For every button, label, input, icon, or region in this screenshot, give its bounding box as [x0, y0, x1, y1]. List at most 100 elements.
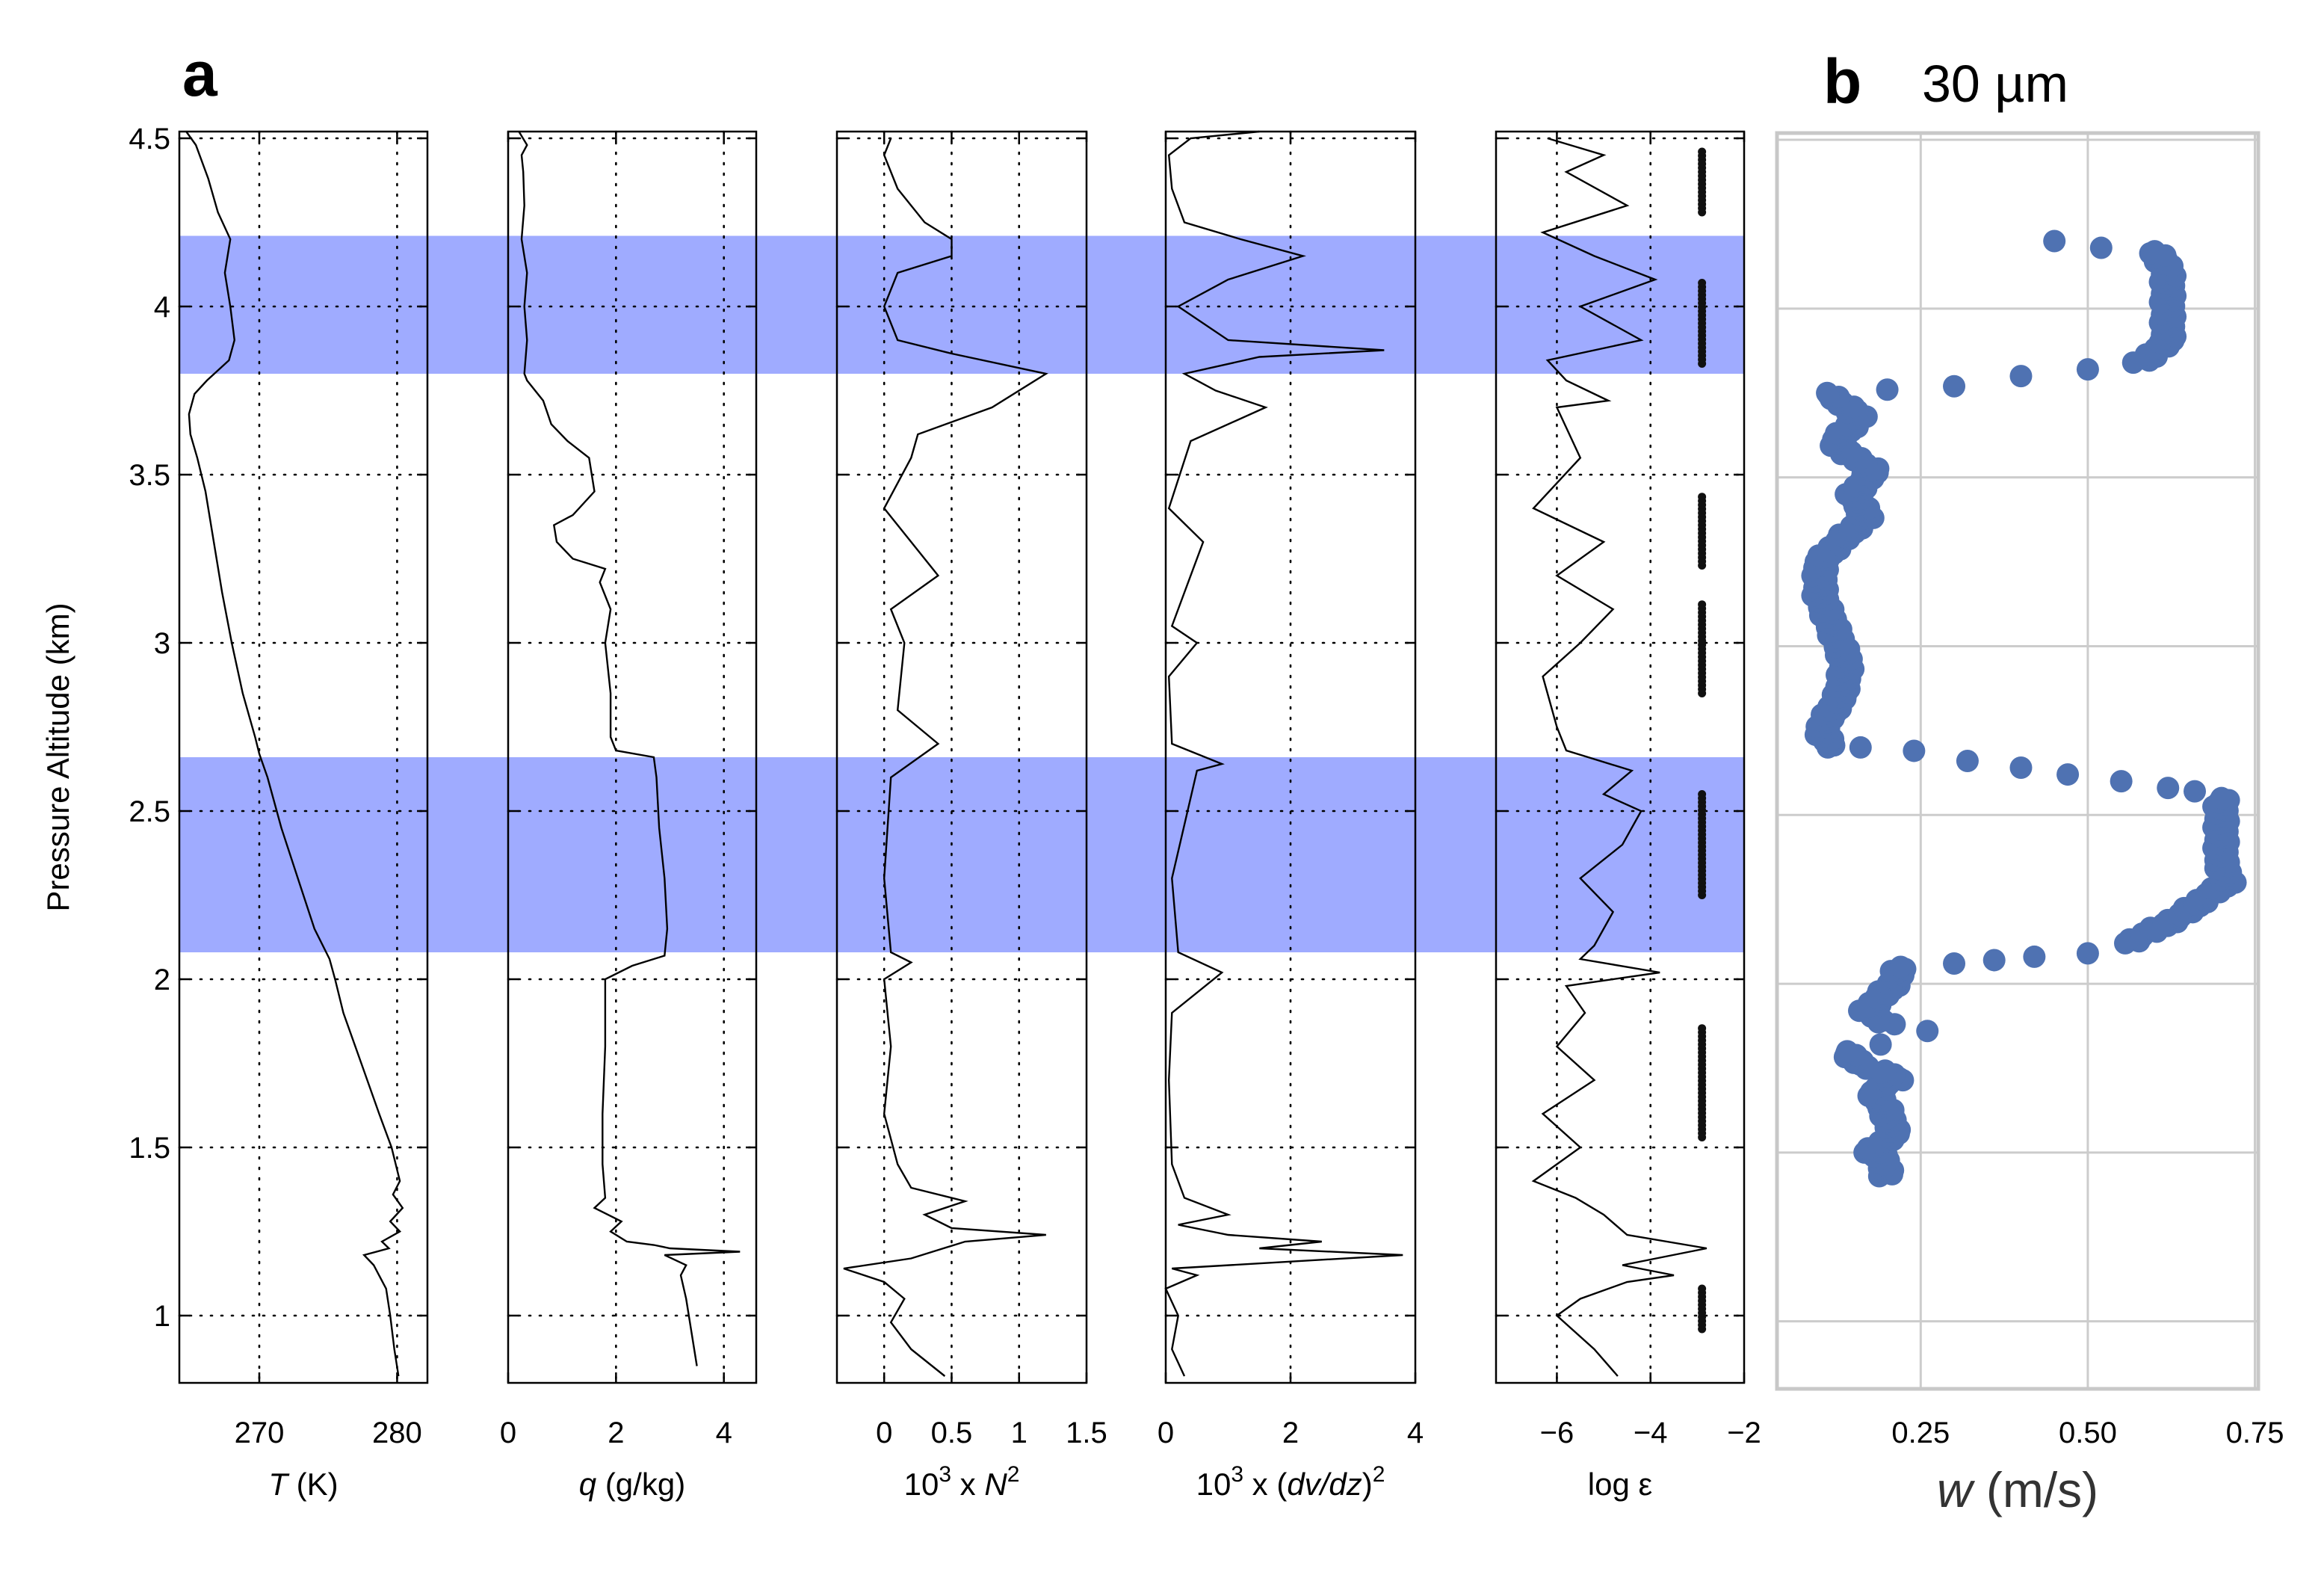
subplot-temperature: 1 1.5 2 2.5 3 3.5 4 4.5 270 280 T (K) [129, 123, 429, 1502]
x-label-var-exp: 2 [1373, 1462, 1385, 1487]
x-tick-label: 270 [235, 1417, 285, 1449]
x-tick-label: 4 [1407, 1417, 1424, 1449]
epsilon-marker [1698, 1024, 1707, 1033]
w-point [2143, 240, 2166, 263]
x-label-var: T [268, 1467, 290, 1502]
w-point [1835, 1040, 1858, 1063]
w-point [2184, 780, 2207, 803]
b-x-tick-label: 0.25 [1891, 1417, 1950, 1449]
x-label-var: dv/dz [1287, 1467, 1362, 1502]
b-x-label-var: w [1937, 1462, 1976, 1517]
epsilon-marker [1698, 790, 1707, 798]
x-label-prefix: 10 [904, 1467, 939, 1502]
highlight-band-1 [179, 757, 1744, 952]
x-axis-label-humidity: q (g/kg) [579, 1467, 685, 1502]
x-label-close: ) [1362, 1467, 1373, 1502]
b-x-label-unit: (m/s) [1973, 1462, 2099, 1517]
y-tick-label: 2 [154, 964, 170, 996]
w-point [2110, 770, 2133, 793]
x-tick-label: 0 [1158, 1417, 1174, 1449]
x-label-var: q [579, 1467, 597, 1502]
w-point [1956, 750, 1979, 772]
x-tick-label: 280 [372, 1417, 422, 1449]
y-tick-label: 3.5 [129, 459, 170, 492]
panel-b-scatter: 0.25 0.50 0.75 w (m/s) [1775, 131, 2284, 1517]
subplot-frame [507, 130, 758, 1384]
w-point [2089, 236, 2113, 259]
x-tick-label: 4 [716, 1417, 732, 1449]
w-point [2157, 777, 2180, 800]
y-tick-label: 1 [154, 1300, 170, 1333]
profile-line-dissipation [1531, 137, 1708, 1377]
epsilon-marker [1698, 1284, 1707, 1293]
subplot-dissipation: −6 −4 −2 log ε [1495, 130, 1761, 1502]
w-point [1889, 955, 1912, 978]
w-point [1816, 381, 1839, 404]
x-tick-label: 2 [608, 1417, 624, 1449]
w-point [1903, 739, 1926, 762]
b-x-tick-label: 0.50 [2059, 1417, 2117, 1449]
subplot-frame [1164, 130, 1417, 1384]
subplot-frame [178, 130, 429, 1384]
x-tick-label: −6 [1540, 1417, 1574, 1449]
w-point [1916, 1020, 1939, 1043]
w-point [2043, 229, 2066, 253]
w-point [2023, 945, 2046, 968]
profile-line-shear [1164, 130, 1403, 1377]
x-tick-label: 0 [876, 1417, 892, 1449]
w-point [2009, 756, 2033, 780]
x-label-unit: (K) [288, 1467, 339, 1502]
subplot-frame [835, 130, 1088, 1384]
w-point [1943, 952, 1966, 975]
x-axis-label-temperature: T (K) [268, 1467, 338, 1502]
w-point [2009, 365, 2033, 388]
subplot-frame [1495, 130, 1746, 1384]
b-frame [1775, 131, 2260, 1391]
w-point [2076, 942, 2099, 965]
x-tick-label: 0 [500, 1417, 516, 1449]
x-tick-label: −4 [1634, 1417, 1668, 1449]
x-label-var-exp: 2 [1007, 1462, 1020, 1487]
panel-a-profiles: Pressure Altitude (km) 1 1.5 2 2.5 3 3.5 4 4.5 27… [40, 123, 1761, 1502]
x-label-unit: (g/kg) [596, 1467, 685, 1502]
x-label-var: N [984, 1467, 1007, 1502]
profile-line-N2 [843, 138, 1048, 1377]
x-label-prefix: 10 [1196, 1467, 1231, 1502]
x-tick-label: 1 [1011, 1417, 1027, 1449]
epsilon-marker [1698, 147, 1707, 156]
w-point [1876, 378, 1899, 401]
subplot-N2: 0 0.5 1 1.5 103 x N2 [835, 130, 1107, 1502]
w-point [2210, 786, 2233, 810]
x-tick-label: 1.5 [1066, 1417, 1107, 1449]
w-point [1849, 736, 1872, 759]
panel-b-label: b [1823, 46, 1861, 117]
y-tick-label: 1.5 [129, 1132, 170, 1165]
profile-line-temperature [185, 131, 404, 1377]
b-x-tick-label: 0.75 [2226, 1417, 2284, 1449]
x-tick-label: 0.5 [931, 1417, 973, 1449]
x-axis-label-shear: 103 x (dv/dz)2 [1196, 1462, 1385, 1502]
epsilon-marker [1698, 600, 1707, 609]
y-tick-label: 4 [154, 291, 170, 324]
b-x-axis-label: w (m/s) [1937, 1462, 2098, 1517]
w-point [2076, 358, 2099, 381]
x-label-mid: x [951, 1467, 984, 1502]
w-point [1982, 949, 2006, 972]
panel-a-label: a [182, 39, 218, 109]
epsilon-marker [1698, 493, 1707, 502]
panel-b-title: 30 µm [1922, 55, 2068, 113]
x-label-exp: 3 [1231, 1462, 1243, 1487]
w-point [1873, 1059, 1897, 1082]
w-point [1943, 374, 1966, 398]
subplot-humidity: 0 2 4 q (g/kg) [500, 130, 758, 1502]
x-label-mid: x ( [1243, 1467, 1287, 1502]
y-tick-label: 3 [154, 627, 170, 660]
x-tick-label: 2 [1282, 1417, 1299, 1449]
x-label-exp: 3 [939, 1462, 951, 1487]
w-point [2056, 763, 2080, 786]
x-axis-label-dissipation: log ε [1588, 1467, 1652, 1502]
y-axis-label: Pressure Altitude (km) [40, 602, 75, 911]
highlight-band-2 [179, 235, 1744, 374]
